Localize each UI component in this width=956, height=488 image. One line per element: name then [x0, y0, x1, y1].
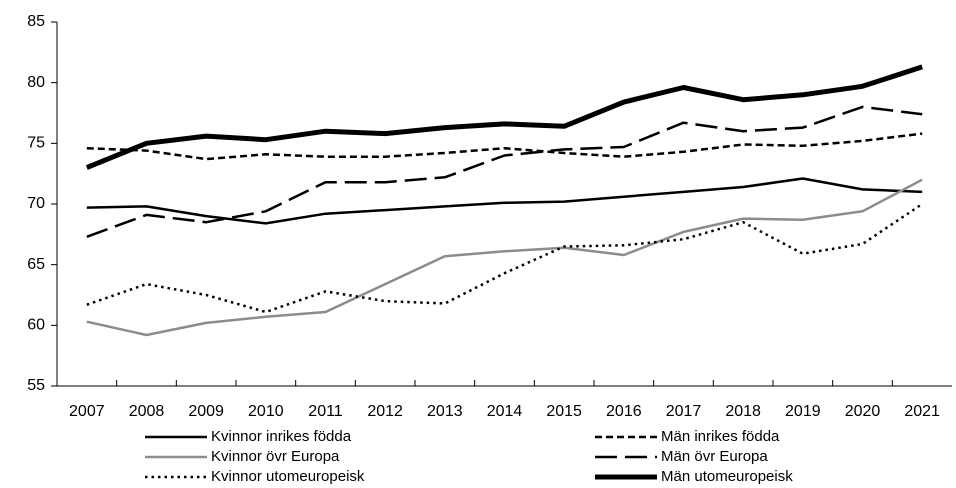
x-tick-label: 2012 [367, 403, 403, 420]
legend-label: Kvinnor utomeuropeisk [211, 468, 365, 485]
x-tick-label: 2015 [546, 403, 582, 420]
x-tick-label: 2018 [725, 403, 761, 420]
y-tick-label: 70 [27, 195, 45, 212]
x-tick-label: 2014 [487, 403, 523, 420]
legend-label: Män utomeuropeisk [661, 468, 793, 485]
legend-label: Kvinnor inrikes födda [211, 428, 352, 445]
legend-label: Män inrikes födda [661, 428, 780, 445]
y-tick-label: 55 [27, 377, 45, 394]
x-tick-label: 2008 [129, 403, 165, 420]
x-tick-label: 2021 [904, 403, 940, 420]
x-tick-label: 2010 [248, 403, 284, 420]
legend-label: Kvinnor övr Europa [211, 448, 340, 465]
series-line [86, 178, 923, 337]
y-tick-label: 65 [27, 256, 45, 273]
x-tick-label: 2016 [606, 403, 642, 420]
series-line [86, 202, 923, 314]
series-line [86, 105, 923, 238]
x-tick-label: 2007 [69, 403, 105, 420]
x-tick-label: 2017 [666, 403, 702, 420]
x-tick-label: 2009 [188, 403, 224, 420]
y-tick-label: 60 [27, 317, 45, 334]
y-tick-label: 75 [27, 135, 45, 152]
legend: Kvinnor inrikes födda Män inrikes födda Kv… [145, 428, 793, 485]
y-tick-label: 80 [27, 74, 45, 91]
x-tick-label: 2013 [427, 403, 463, 420]
x-tick-label: 2019 [785, 403, 821, 420]
series-line [85, 64, 923, 170]
legend-label: Män övr Europa [661, 448, 768, 465]
x-tick-label: 2020 [845, 403, 881, 420]
x-tick-label: 2011 [308, 403, 343, 420]
series-line [86, 177, 923, 225]
series-line [86, 132, 923, 161]
y-tick-label: 85 [27, 13, 45, 30]
